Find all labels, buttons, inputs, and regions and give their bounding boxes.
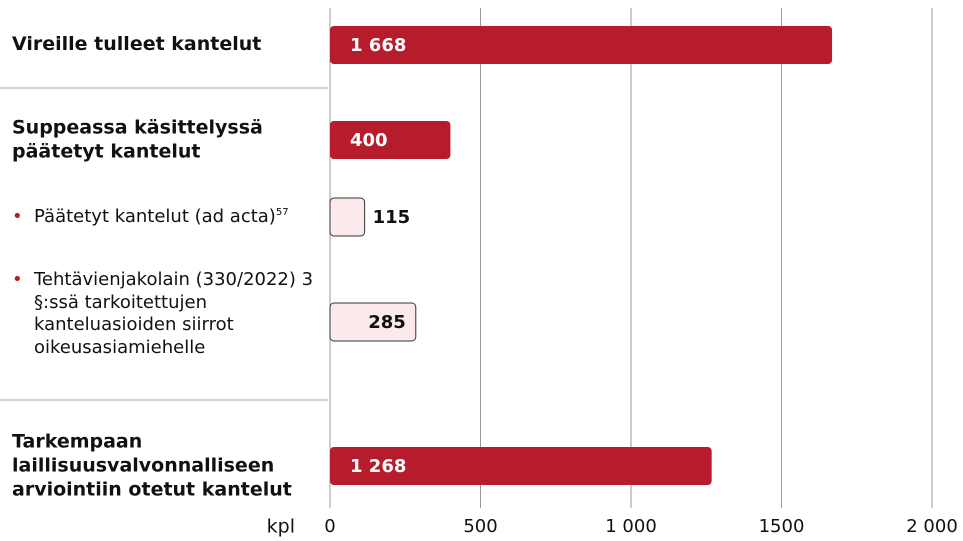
category-label: Päätetyt kantelut (ad acta)57 [12, 206, 318, 229]
bar [330, 26, 833, 64]
bar [330, 447, 712, 485]
x-axis-label: kpl [267, 516, 295, 538]
x-tick-label: 1500 [759, 516, 805, 537]
category-label: Suppeassa käsittelyssä päätetyt kantelut [12, 116, 312, 164]
x-tick-label: 500 [463, 516, 497, 537]
x-tick-label: 0 [324, 516, 335, 537]
category-label: Tehtävienjakolain (330/2022) 3 §:ssä tar… [12, 269, 318, 359]
category-text: Tehtävienjakolain (330/2022) 3 §:ssä tar… [34, 269, 314, 358]
category-label: Vireille tulleet kantelut [12, 33, 312, 57]
x-tick-label: 1 000 [605, 516, 657, 537]
category-label: Tarkempaan laillisuusvalvonnalliseen arv… [12, 430, 312, 501]
bar [330, 121, 451, 159]
footnote: 57 [275, 206, 289, 218]
value-label: 400 [350, 130, 388, 151]
x-tick-label: 2 000 [906, 516, 958, 537]
value-label: 115 [373, 207, 411, 228]
category-text: Tarkempaan laillisuusvalvonnalliseen arv… [12, 430, 292, 500]
category-text: Suppeassa käsittelyssä päätetyt kantelut [12, 116, 263, 162]
category-text: Päätetyt kantelut (ad acta) [34, 205, 276, 227]
value-label: 1 668 [350, 35, 406, 56]
value-label: 285 [368, 312, 406, 333]
value-label: 1 268 [350, 456, 406, 477]
bar [329, 197, 366, 237]
category-text: Vireille tulleet kantelut [12, 33, 262, 56]
bar [329, 302, 417, 342]
